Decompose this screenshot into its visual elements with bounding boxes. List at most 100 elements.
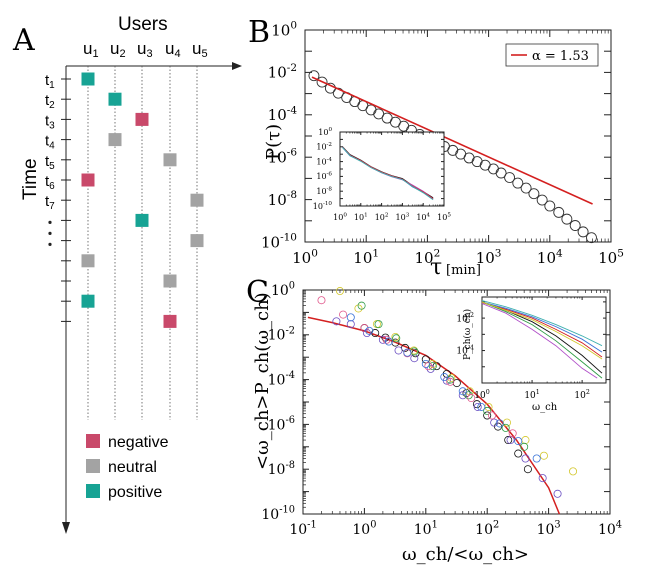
b-data-point — [569, 220, 581, 231]
event-neutral — [163, 274, 177, 288]
b-data-point — [447, 144, 459, 156]
legend-label-positive: positive — [108, 484, 162, 501]
legend-swatch-negative — [86, 434, 100, 448]
b-inset-y-tick-label: 10-8 — [316, 186, 332, 196]
c-inset-x-label: ω_ch — [532, 402, 558, 413]
users-title: Users — [118, 14, 168, 35]
ellipsis-dot — [48, 220, 52, 224]
b-data-point — [365, 104, 377, 116]
user-label: u3 — [137, 39, 153, 60]
b-y-tick-label: 100 — [271, 20, 297, 40]
c-data-point — [521, 454, 530, 463]
c-data-point — [360, 324, 369, 333]
c-data-point — [508, 429, 517, 438]
b-inset-x-tick-label: 101 — [354, 212, 368, 222]
c-inset-series-line — [481, 301, 603, 379]
panel-letter-c: C — [246, 275, 269, 310]
b-inset-series-line — [342, 146, 434, 201]
b-y-axis-label: P(τ) — [263, 124, 284, 160]
b-data-point — [553, 206, 565, 218]
b-data-point — [586, 232, 597, 244]
b-y-tick-label: 10-4 — [268, 104, 298, 124]
c-data-point — [490, 418, 499, 427]
c-data-point — [346, 320, 355, 329]
c-data-point — [467, 394, 476, 403]
b-inset-y-tick-label: 10-10 — [313, 201, 333, 211]
user-subscript: 3 — [146, 48, 152, 60]
b-x-axis-unit: [min] — [446, 263, 481, 278]
c-data-point — [428, 362, 437, 371]
b-y-tick-label: 10-2 — [268, 62, 297, 82]
b-data-point — [398, 120, 410, 132]
ellipsis-dot — [48, 242, 52, 246]
c-data-point — [539, 451, 548, 460]
user-subscript: 1 — [92, 48, 98, 60]
c-x-tick-label: 100 — [352, 520, 376, 538]
event-neutral — [108, 133, 122, 147]
c-inset-x-tick-label: 100 — [474, 389, 489, 401]
c-data-point — [421, 355, 430, 364]
panel-c-activity-chart: 10-1 100 101 102 103 10410010-210-410-610-810… — [252, 281, 622, 565]
c-x-tick-label: 102 — [475, 520, 499, 538]
b-inset-y-tick-label: 10-2 — [316, 142, 332, 152]
c-x-axis-label: ω_ch/<ω_ch> — [402, 544, 529, 565]
c-y-tick-label: 10-10 — [261, 505, 295, 523]
c-data-point — [477, 402, 486, 411]
c-data-point — [362, 329, 371, 338]
c-data-point — [440, 373, 449, 382]
c-data-point — [354, 304, 363, 313]
c-data-point — [335, 287, 344, 296]
c-inset-background — [482, 297, 606, 383]
time-subscript: 3 — [49, 120, 55, 131]
users-axis-arrow — [232, 62, 242, 70]
time-label: t4 — [45, 133, 55, 152]
c-data-point — [538, 474, 547, 483]
time-subscript: 2 — [49, 100, 55, 111]
time-subscript: 7 — [49, 201, 55, 212]
b-inset-x-tick-label: 100 — [333, 212, 347, 222]
user-label: u5 — [192, 39, 208, 60]
c-data-point — [384, 337, 393, 346]
c-data-point — [458, 387, 467, 396]
c-data-point — [520, 442, 529, 451]
c-data-point — [317, 296, 326, 305]
c-data-point — [488, 411, 497, 420]
b-inset-x-tick-label: 103 — [396, 212, 410, 222]
c-data-point — [501, 423, 510, 432]
b-x-tick-label: 105 — [598, 247, 624, 267]
event-positive — [81, 72, 95, 86]
c-data-point — [483, 406, 492, 415]
time-label: t1 — [45, 72, 55, 91]
b-y-tick-label: 10-8 — [268, 189, 297, 209]
b-inset-series-line — [342, 146, 434, 199]
user-subscript: 4 — [174, 48, 180, 60]
c-data-point — [521, 436, 530, 445]
time-label: t7 — [45, 193, 55, 212]
b-inset-x-tick-label: 104 — [416, 212, 430, 222]
b-inset-x-tick-label: 102 — [375, 212, 389, 222]
b-data-point — [504, 172, 516, 183]
b-data-point — [308, 70, 320, 82]
sentiment-legend: negative neutral positive — [86, 434, 169, 501]
b-x-tick-label: 101 — [353, 247, 379, 267]
c-data-point — [464, 391, 473, 400]
time-subscript: 5 — [49, 161, 55, 172]
c-data-point — [514, 437, 523, 446]
c-data-point — [421, 359, 430, 368]
user-labels: u1 u2 u3 u4 u5 — [83, 39, 208, 60]
c-data-point — [332, 317, 341, 326]
c-y-axis-label: <ω_ch>P_ch(ω_ch) — [252, 292, 273, 470]
legend-label-negative: negative — [108, 434, 169, 451]
c-data-point — [382, 335, 391, 344]
b-legend-label: α = 1.53 — [532, 49, 589, 64]
c-inset-series-line — [481, 301, 603, 353]
b-data-point — [495, 167, 507, 179]
c-x-tick-label: 103 — [537, 520, 561, 538]
b-data-point — [487, 163, 499, 175]
b-x-axis-label: τ — [430, 255, 442, 280]
c-x-tick-label: 104 — [598, 520, 622, 538]
b-data-point — [544, 200, 556, 212]
b-data-point — [577, 226, 589, 238]
c-inset-series-line — [481, 300, 603, 347]
